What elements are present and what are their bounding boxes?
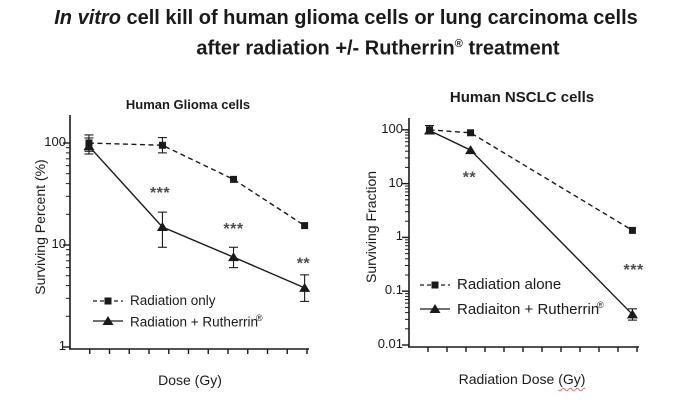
legend-nsclc: Radiation alone Radiaiton + Rutherrin® bbox=[419, 276, 604, 325]
triangle-marker bbox=[626, 309, 638, 319]
registered-trademark-icon: ® bbox=[255, 313, 263, 323]
triangle-marker bbox=[465, 145, 477, 155]
significance-marker: *** bbox=[150, 185, 170, 202]
triangle-marker bbox=[299, 282, 311, 292]
significance-marker: ** bbox=[463, 170, 477, 187]
title-line2-tail: treatment bbox=[462, 37, 560, 60]
triangle-marker bbox=[156, 222, 168, 232]
title-in-vitro: In vitro bbox=[54, 7, 121, 29]
title-line1-rest: cell kill of human glioma cells or lung … bbox=[120, 7, 638, 29]
x-axis-label-nsclc-text: Radiation Dose bbox=[458, 371, 559, 387]
registered-trademark-icon: ® bbox=[454, 38, 463, 50]
square-marker bbox=[158, 141, 166, 149]
legend-square-marker-icon bbox=[420, 281, 450, 288]
legend-label: Radiation only bbox=[130, 293, 216, 308]
series-line-triangle bbox=[88, 145, 305, 289]
y-tick-label: 1 bbox=[58, 338, 66, 353]
legend-square-marker-icon bbox=[93, 297, 123, 304]
square-marker bbox=[230, 175, 238, 183]
legend-glioma: Radiation only Radiation + Rutherrin® bbox=[92, 293, 263, 335]
y-axis-label-glioma: Surviving Percent (%) bbox=[32, 159, 48, 295]
y-tick-label: 10 bbox=[388, 174, 403, 190]
y-tick-label: 100 bbox=[44, 134, 66, 149]
legend-label: Radiation + Rutherrin® bbox=[130, 313, 263, 330]
triangle-marker bbox=[228, 252, 240, 262]
x-axis-label-glioma: Dose (Gy) bbox=[158, 372, 222, 388]
chart-title-glioma: Human Glioma cells bbox=[125, 97, 251, 112]
x-axis-label-nsclc: Radiation Dose (Gy) bbox=[432, 371, 612, 387]
series-line-square bbox=[88, 142, 306, 227]
y-tick-label: 0.1 bbox=[384, 282, 403, 298]
y-tick-label: 10 bbox=[51, 236, 66, 251]
square-marker bbox=[301, 222, 309, 230]
triangle-marker bbox=[424, 125, 436, 135]
y-tick-label: 1 bbox=[395, 228, 403, 244]
legend-item: Radiation + Rutherrin® bbox=[92, 313, 263, 330]
x-axis-label-nsclc-spellchecked: (Gy) bbox=[558, 371, 586, 387]
legend-item: Radiaiton + Rutherrin® bbox=[419, 300, 604, 318]
significance-marker: *** bbox=[223, 221, 243, 238]
square-marker bbox=[628, 226, 636, 234]
legend-triangle-marker-icon bbox=[93, 316, 123, 326]
square-marker bbox=[467, 129, 475, 137]
legend-label: Radiaiton + Rutherrin® bbox=[457, 300, 604, 318]
legend-triangle-marker-icon bbox=[420, 304, 450, 313]
y-tick-label: 0.01 bbox=[377, 336, 403, 351]
figure-title-line2: after radiation +/- Rutherrin® treatment bbox=[40, 31, 676, 62]
title-line2-text: after radiation +/- Rutherrin bbox=[196, 37, 455, 60]
significance-marker: ** bbox=[297, 255, 311, 272]
chart-title-nsclc: Human NSCLC cells bbox=[449, 89, 595, 106]
legend-item: Radiation only bbox=[92, 293, 263, 308]
legend-label: Radiation alone bbox=[457, 276, 562, 293]
triangle-marker bbox=[83, 141, 95, 151]
figure-title: In vitro cell kill of human glioma cells… bbox=[0, 5, 676, 62]
significance-marker: *** bbox=[623, 262, 643, 279]
figure-title-line1: In vitro cell kill of human glioma cells… bbox=[8, 5, 676, 31]
registered-trademark-icon: ® bbox=[597, 300, 604, 310]
y-tick-label: 100 bbox=[381, 120, 403, 136]
legend-item: Radiation alone bbox=[419, 276, 604, 293]
